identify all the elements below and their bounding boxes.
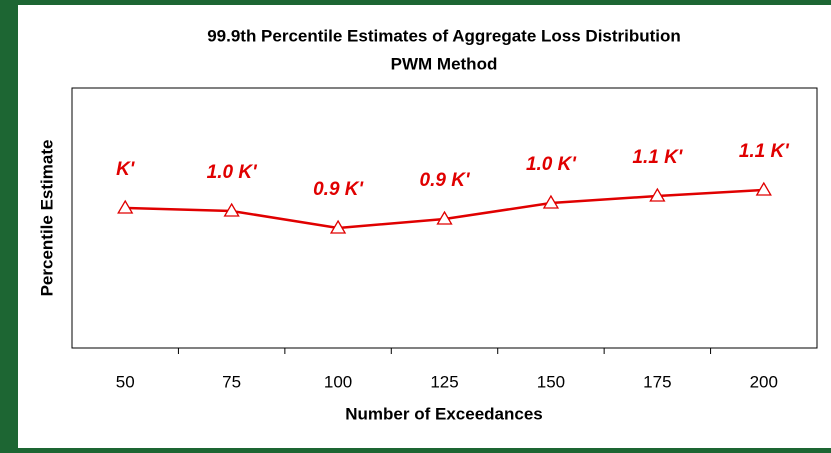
- data-point: [223, 202, 240, 217]
- x-tick-label: 200: [750, 372, 778, 391]
- data-label: 1.0 K': [526, 154, 577, 175]
- x-axis-title: Number of Exceedances: [345, 404, 542, 423]
- x-tick-label: 50: [116, 372, 135, 391]
- x-tick-label: 100: [324, 372, 352, 391]
- x-tick-label: 75: [222, 372, 241, 391]
- data-point: [755, 181, 772, 196]
- x-tick-label: 150: [537, 372, 565, 391]
- data-label: K': [116, 159, 136, 180]
- data-label: 1.1 K': [632, 147, 683, 168]
- data-label: 0.9 K': [313, 179, 364, 200]
- plot-area: [71, 87, 818, 349]
- x-tick-label: 125: [430, 372, 458, 391]
- data-point: [542, 194, 560, 209]
- chart-title: 99.9th Percentile Estimates of Aggregate…: [207, 26, 681, 45]
- data-point: [649, 187, 666, 202]
- data-label: 1.1 K': [739, 141, 790, 162]
- data-point: [117, 199, 134, 214]
- data-label: 0.9 K': [420, 170, 471, 191]
- x-tick-label: 175: [643, 372, 671, 391]
- data-point: [329, 219, 347, 234]
- chart-subtitle: PWM Method: [391, 54, 498, 73]
- y-axis-title: Percentile Estimate: [37, 140, 56, 297]
- chart-panel: [18, 5, 831, 448]
- data-point: [436, 210, 453, 225]
- data-label: 1.0 K': [207, 162, 258, 183]
